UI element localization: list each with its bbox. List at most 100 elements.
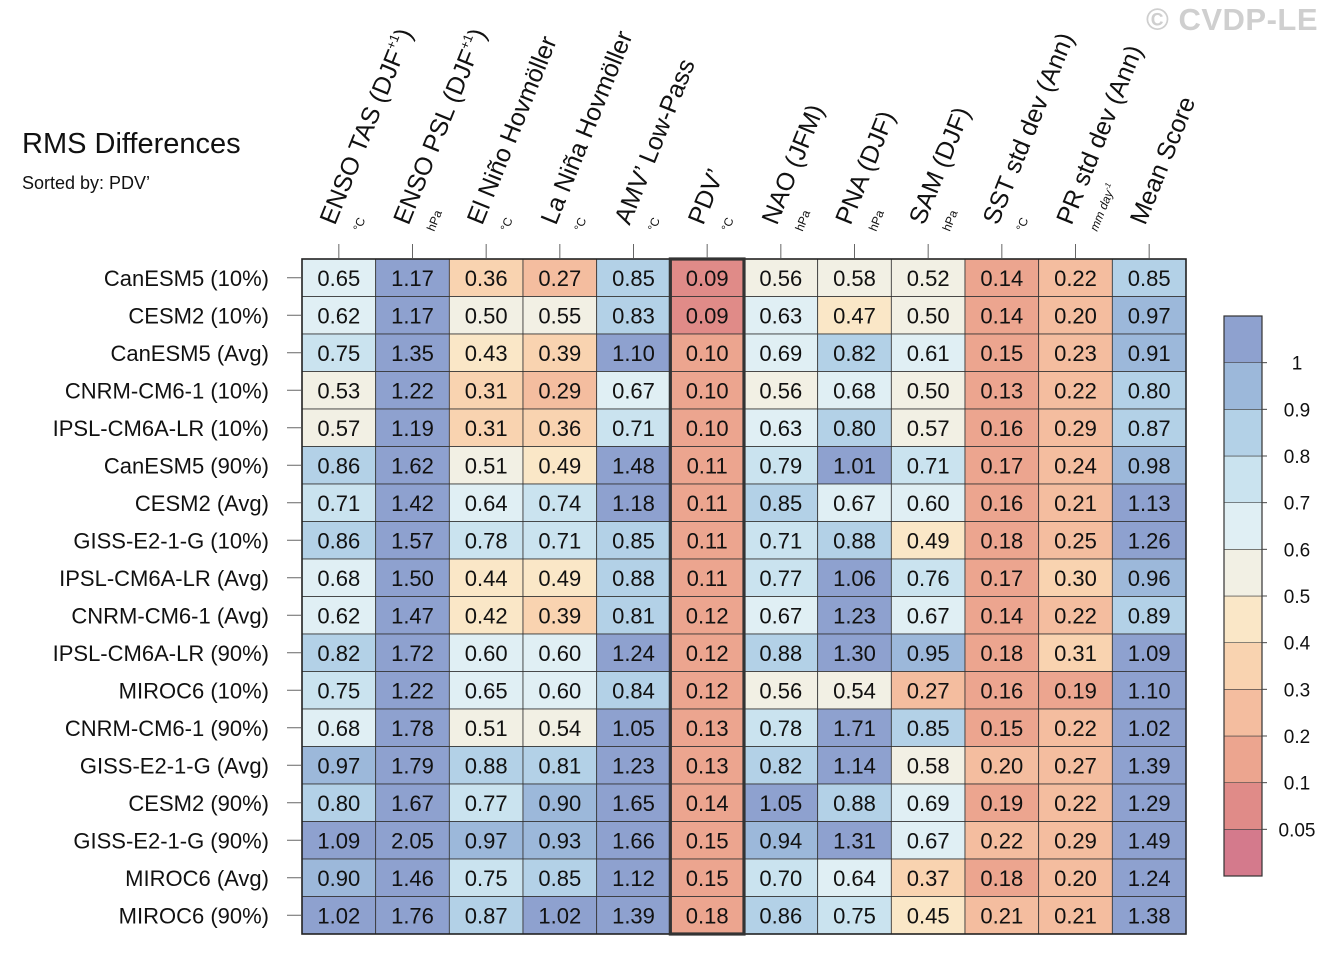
column-label-text: NAO (JFM) xyxy=(756,101,829,229)
heatmap-cell xyxy=(669,708,745,747)
cell-value-label: 0.18 xyxy=(980,528,1023,553)
cell-value-label: 0.71 xyxy=(317,491,360,516)
cell-value-label: 0.75 xyxy=(833,903,876,928)
cell-value-label: 1.26 xyxy=(1128,528,1171,553)
cell-value-label: 0.67 xyxy=(833,491,876,516)
colorbar-tick-label: 0.9 xyxy=(1284,400,1310,421)
heatmap-cell xyxy=(375,633,450,672)
heatmap-cell xyxy=(1111,746,1187,785)
cell-value-label: 0.90 xyxy=(538,791,581,816)
heatmap-cell xyxy=(522,746,598,785)
cell-value-label: 0.61 xyxy=(907,341,950,366)
heatmap-cell xyxy=(964,483,1040,522)
cell-value-label: 0.58 xyxy=(833,266,876,291)
heatmap-cell xyxy=(1111,333,1187,372)
cell-value-label: 0.60 xyxy=(538,641,581,666)
cell-value-label: 1.50 xyxy=(391,566,434,591)
cell-value-label: 0.39 xyxy=(538,603,581,628)
row-label: CNRM-CM6-1 (10%) xyxy=(65,378,269,403)
cell-value-label: 0.88 xyxy=(833,791,876,816)
cell-value-label: 0.52 xyxy=(907,266,950,291)
heatmap-cell xyxy=(817,446,892,485)
colorbar-segment xyxy=(1223,549,1263,597)
heatmap-cell xyxy=(1038,296,1113,335)
heatmap-cell xyxy=(817,633,892,672)
cell-value-label: 1.09 xyxy=(317,828,360,853)
heatmap-cell xyxy=(522,446,598,485)
heatmap-cell xyxy=(1038,783,1113,822)
cell-value-label: 0.86 xyxy=(759,903,802,928)
colorbar-segment xyxy=(1223,409,1263,457)
heatmap-cell xyxy=(669,296,745,335)
cell-value-label: 0.67 xyxy=(907,828,950,853)
heatmap-cell xyxy=(301,296,377,335)
heatmap-cell xyxy=(669,483,745,522)
cell-value-label: 0.10 xyxy=(686,341,729,366)
cell-value-label: 0.85 xyxy=(538,866,581,891)
cell-value-label: 0.57 xyxy=(907,416,950,441)
cell-value-label: 0.51 xyxy=(465,453,508,478)
heatmap-cell xyxy=(375,258,450,297)
heatmap-cell xyxy=(817,521,892,560)
cell-value-label: 0.87 xyxy=(465,903,508,928)
heatmap-cell xyxy=(448,783,524,822)
cell-value-label: 0.64 xyxy=(833,866,876,891)
cell-value-label: 0.94 xyxy=(759,828,802,853)
cell-value-label: 1.29 xyxy=(1128,791,1171,816)
cell-value-label: 0.97 xyxy=(1128,303,1171,328)
heatmap-cell xyxy=(890,858,966,897)
heatmap-cell xyxy=(301,858,377,897)
column-units: hPa xyxy=(940,208,961,233)
cell-value-label: 0.93 xyxy=(538,828,581,853)
cell-value-label: 0.87 xyxy=(1128,416,1171,441)
cell-value-label: 0.80 xyxy=(1128,378,1171,403)
cell-value-label: 1.09 xyxy=(1128,641,1171,666)
cell-value-label: 0.67 xyxy=(759,603,802,628)
cell-value-label: 0.14 xyxy=(980,266,1023,291)
heatmap-cell xyxy=(890,333,966,372)
column-units: °C xyxy=(498,215,516,233)
cell-value-label: 0.98 xyxy=(1128,453,1171,478)
colorbar-segment xyxy=(1223,642,1263,690)
heatmap-cell xyxy=(1038,558,1113,597)
heatmap-cell xyxy=(522,483,598,522)
row-label: CanESM5 (Avg) xyxy=(110,341,269,366)
column-units: °C xyxy=(645,215,663,233)
cell-value-label: 1.38 xyxy=(1128,903,1171,928)
heatmap-cell xyxy=(448,633,524,672)
cell-value-label: 0.31 xyxy=(465,378,508,403)
heatmap-cell xyxy=(522,896,598,935)
heatmap-cell xyxy=(964,371,1040,410)
heatmap-cell xyxy=(964,521,1040,560)
cell-value-label: 0.16 xyxy=(980,491,1023,516)
cell-value-label: 1.62 xyxy=(391,453,434,478)
heatmap-cell xyxy=(301,783,377,822)
heatmap-cell xyxy=(301,821,377,860)
cell-value-label: 0.88 xyxy=(833,528,876,553)
cell-value-label: 1.10 xyxy=(1128,678,1171,703)
cell-value-label: 1.02 xyxy=(317,903,360,928)
cell-value-label: 1.71 xyxy=(833,716,876,741)
cell-value-label: 1.65 xyxy=(612,791,655,816)
heatmap-cell xyxy=(669,521,745,560)
heatmap-cell xyxy=(669,858,745,897)
heatmap-cell xyxy=(817,783,892,822)
heatmap-cell xyxy=(301,671,377,710)
cell-value-label: 0.75 xyxy=(317,341,360,366)
heatmap-cell xyxy=(596,446,671,485)
row-label: MIROC6 (90%) xyxy=(119,903,269,928)
row-label: GISS-E2-1-G (90%) xyxy=(73,828,269,853)
heatmap-cell xyxy=(890,783,966,822)
cell-value-label: 1.57 xyxy=(391,528,434,553)
cell-value-label: 0.18 xyxy=(980,641,1023,666)
heatmap-cell xyxy=(1038,821,1113,860)
cell-value-label: 0.36 xyxy=(538,416,581,441)
heatmap-cell xyxy=(1038,258,1113,297)
heatmap-cell xyxy=(1038,708,1113,747)
cell-value-label: 0.77 xyxy=(759,566,802,591)
cell-value-label: 0.85 xyxy=(612,266,655,291)
cell-value-label: 0.43 xyxy=(465,341,508,366)
heatmap-cell xyxy=(375,896,450,935)
heatmap-cell xyxy=(522,858,598,897)
heatmap-cell xyxy=(817,896,892,935)
